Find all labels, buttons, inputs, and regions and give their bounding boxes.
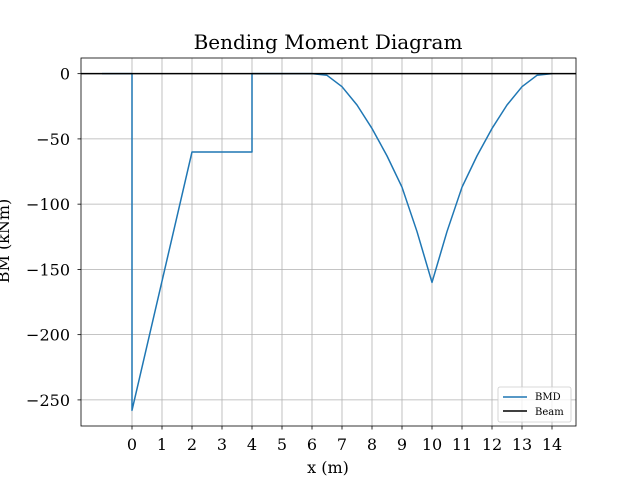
x-tick-label: 5 <box>277 435 287 454</box>
legend: BMD Beam <box>497 386 572 423</box>
y-tick-label: −250 <box>26 391 70 410</box>
x-tick-label: 7 <box>337 435 347 454</box>
legend-frame <box>497 386 572 423</box>
x-tick-label: 8 <box>367 435 377 454</box>
y-tick-label: −100 <box>26 195 70 214</box>
x-tick-label: 4 <box>247 435 257 454</box>
chart-title: Bending Moment Diagram <box>194 30 463 54</box>
axes: 0 1 2 3 4 5 6 7 8 9 10 11 12 13 140−50−100−150−200−250 <box>26 57 577 454</box>
x-tick-label: 12 <box>482 435 502 454</box>
x-tick-label: 11 <box>452 435 472 454</box>
x-tick-label: 0 <box>127 435 137 454</box>
x-tick-label: 3 <box>217 435 227 454</box>
x-axis-label: x (m) <box>307 458 349 477</box>
x-tick-label: 6 <box>307 435 317 454</box>
y-tick-label: −200 <box>26 326 70 345</box>
legend-label-beam: Beam <box>535 407 564 418</box>
y-tick-label: 0 <box>60 65 70 84</box>
x-tick-label: 14 <box>542 435 562 454</box>
x-tick-label: 9 <box>397 435 407 454</box>
series-line-bmd <box>102 72 553 412</box>
grid <box>81 58 576 426</box>
y-axis-label: BM (kNm) <box>0 199 13 284</box>
x-tick-label: 1 <box>157 435 167 454</box>
x-tick-label: 10 <box>422 435 442 454</box>
y-tick-label: −150 <box>26 260 70 279</box>
series-layer <box>81 72 576 412</box>
legend-label-bmd: BMD <box>535 392 561 403</box>
x-tick-label: 13 <box>512 435 532 454</box>
x-tick-label: 2 <box>187 435 197 454</box>
plot-frame <box>80 57 577 427</box>
y-tick-label: −50 <box>36 130 70 149</box>
